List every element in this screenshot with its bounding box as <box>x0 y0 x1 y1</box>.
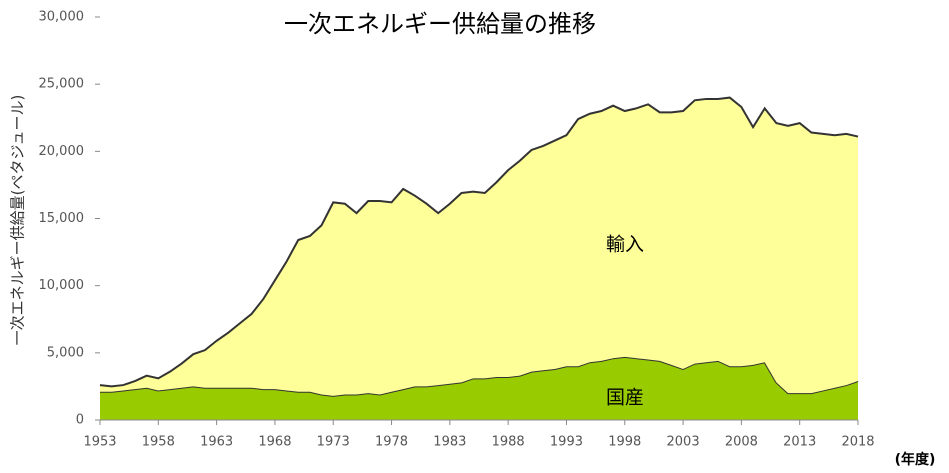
area-label: 輸入 <box>606 234 644 256</box>
x-axis-label: (年度) <box>895 451 936 468</box>
x-tick-label: 1958 <box>142 435 175 450</box>
y-tick-label: 15,000 <box>39 211 85 226</box>
x-tick-label: 1988 <box>492 435 525 450</box>
x-tick-label: 2003 <box>667 435 700 450</box>
x-tick-label: 1983 <box>433 435 466 450</box>
x-tick-label: 1993 <box>550 435 583 450</box>
x-tick-label: 1973 <box>317 435 350 450</box>
y-tick-label: 10,000 <box>39 278 85 293</box>
x-tick-label: 2008 <box>725 435 758 450</box>
x-tick-label: 1998 <box>608 435 641 450</box>
area <box>100 97 858 396</box>
x-tick-label: 2013 <box>783 435 816 450</box>
x-tick-label: 1963 <box>200 435 233 450</box>
area-label: 国産 <box>606 387 644 409</box>
y-tick-label: 0 <box>76 413 84 428</box>
x-tick-label: 1968 <box>258 435 291 450</box>
area-outline <box>99 96 859 388</box>
x-tick-label: 2018 <box>841 435 874 450</box>
y-tick-label: 25,000 <box>39 77 85 92</box>
y-axis-label: 一次エネルギー供給量(ペタジュール) <box>9 95 27 346</box>
area <box>100 356 858 420</box>
y-tick-label: 30,000 <box>39 10 85 25</box>
y-tick-label: 20,000 <box>39 144 85 159</box>
y-tick-label: 5,000 <box>47 345 84 360</box>
x-tick-label: 1953 <box>83 435 116 450</box>
chart-title: 一次エネルギー供給量の推移 <box>284 10 596 38</box>
x-tick-label: 1978 <box>375 435 408 450</box>
